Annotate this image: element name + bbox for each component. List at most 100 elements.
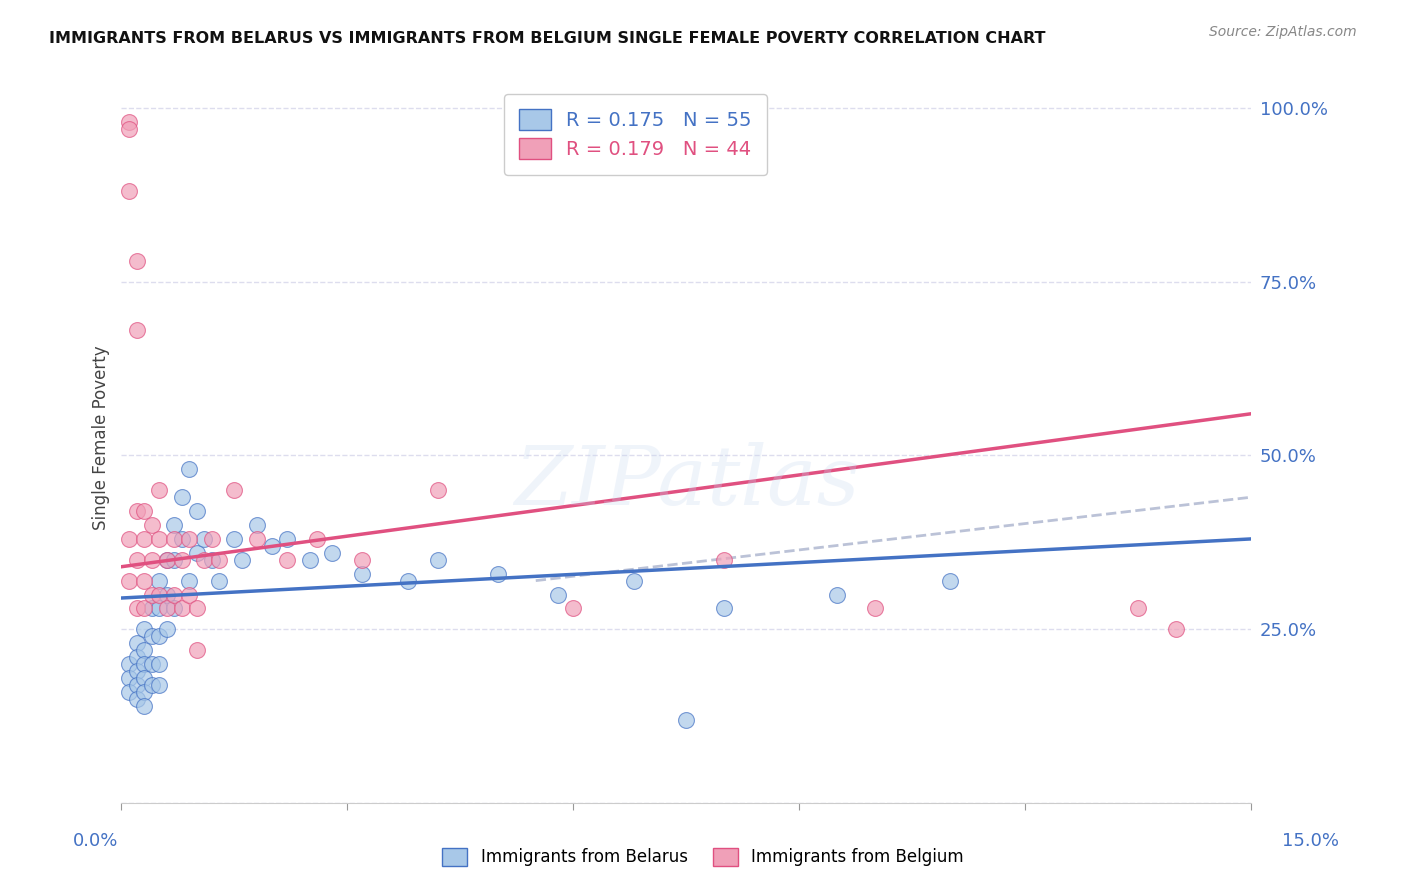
Point	[825, 588, 848, 602]
Point	[208, 553, 231, 567]
Point	[148, 629, 170, 643]
Point	[132, 685, 155, 699]
Point	[939, 574, 962, 588]
Text: 15.0%: 15.0%	[1282, 831, 1339, 849]
Point	[132, 574, 155, 588]
Point	[118, 574, 141, 588]
Point	[156, 588, 179, 602]
Point	[125, 691, 148, 706]
Point	[141, 678, 163, 692]
Point	[125, 553, 148, 567]
Point	[246, 532, 269, 546]
Point	[179, 532, 201, 546]
Point	[426, 483, 449, 498]
Text: 0.0%: 0.0%	[73, 831, 118, 849]
Point	[352, 553, 374, 567]
Point	[132, 643, 155, 657]
Point	[486, 566, 509, 581]
Point	[170, 601, 193, 615]
Point	[170, 553, 193, 567]
Point	[132, 601, 155, 615]
Point	[132, 657, 155, 671]
Point	[193, 532, 215, 546]
Point	[118, 121, 141, 136]
Point	[208, 574, 231, 588]
Point	[156, 601, 179, 615]
Point	[713, 601, 735, 615]
Point	[179, 574, 201, 588]
Point	[426, 553, 449, 567]
Point	[125, 253, 148, 268]
Point	[141, 629, 163, 643]
Point	[224, 483, 246, 498]
Point	[298, 553, 321, 567]
Point	[547, 588, 569, 602]
Point	[125, 664, 148, 678]
Point	[186, 601, 208, 615]
Point	[118, 671, 141, 685]
Legend: Immigrants from Belarus, Immigrants from Belgium: Immigrants from Belarus, Immigrants from…	[436, 841, 970, 873]
Point	[132, 698, 155, 713]
Point	[186, 546, 208, 560]
Text: Source: ZipAtlas.com: Source: ZipAtlas.com	[1209, 25, 1357, 39]
Point	[562, 601, 585, 615]
Point	[132, 622, 155, 636]
Point	[148, 588, 170, 602]
Point	[132, 671, 155, 685]
Point	[231, 553, 253, 567]
Point	[125, 601, 148, 615]
Point	[713, 553, 735, 567]
Point	[163, 532, 186, 546]
Point	[276, 553, 298, 567]
Point	[224, 532, 246, 546]
Point	[201, 532, 224, 546]
Text: ZIPatlas: ZIPatlas	[513, 442, 859, 522]
Point	[148, 601, 170, 615]
Point	[170, 490, 193, 504]
Point	[132, 532, 155, 546]
Legend: R = 0.175   N = 55, R = 0.179   N = 44: R = 0.175 N = 55, R = 0.179 N = 44	[503, 94, 768, 175]
Point	[186, 643, 208, 657]
Point	[307, 532, 329, 546]
Point	[163, 601, 186, 615]
Point	[125, 323, 148, 337]
Point	[1128, 601, 1150, 615]
Point	[141, 657, 163, 671]
Point	[141, 553, 163, 567]
Point	[132, 504, 155, 518]
Point	[125, 678, 148, 692]
Y-axis label: Single Female Poverty: Single Female Poverty	[93, 346, 110, 531]
Point	[163, 553, 186, 567]
Point	[156, 622, 179, 636]
Point	[118, 114, 141, 128]
Point	[118, 657, 141, 671]
Text: IMMIGRANTS FROM BELARUS VS IMMIGRANTS FROM BELGIUM SINGLE FEMALE POVERTY CORRELA: IMMIGRANTS FROM BELARUS VS IMMIGRANTS FR…	[49, 31, 1046, 46]
Point	[118, 184, 141, 198]
Point	[276, 532, 298, 546]
Point	[863, 601, 886, 615]
Point	[179, 462, 201, 476]
Point	[262, 539, 284, 553]
Point	[148, 483, 170, 498]
Point	[163, 588, 186, 602]
Point	[623, 574, 645, 588]
Point	[125, 650, 148, 665]
Point	[156, 553, 179, 567]
Point	[148, 532, 170, 546]
Point	[125, 504, 148, 518]
Point	[201, 553, 224, 567]
Point	[141, 601, 163, 615]
Point	[321, 546, 343, 560]
Point	[246, 518, 269, 533]
Point	[193, 553, 215, 567]
Point	[141, 518, 163, 533]
Point	[186, 504, 208, 518]
Point	[396, 574, 419, 588]
Point	[179, 588, 201, 602]
Point	[125, 636, 148, 650]
Point	[118, 685, 141, 699]
Point	[675, 713, 697, 727]
Point	[141, 588, 163, 602]
Point	[352, 566, 374, 581]
Point	[148, 574, 170, 588]
